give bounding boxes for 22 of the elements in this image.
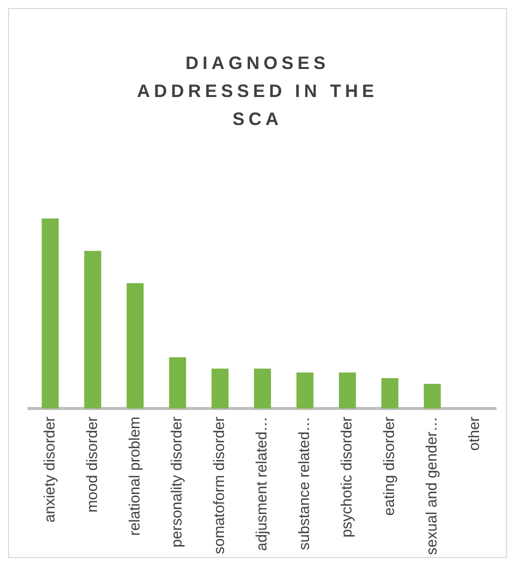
x-tick-label: eating disorder <box>381 416 398 516</box>
x-tick-label: substance related… <box>296 416 314 550</box>
bar <box>381 378 398 409</box>
x-tick-label: relational problem <box>126 416 144 536</box>
bar <box>254 368 271 409</box>
x-tick-label: mood disorder <box>84 416 101 512</box>
x-tick-label: other <box>466 416 483 451</box>
x-tick-label: adjusment related… <box>254 416 271 551</box>
bar <box>169 357 186 409</box>
x-tick-label: sexual and gender… <box>423 416 440 556</box>
bar <box>212 368 229 409</box>
bar <box>424 384 441 409</box>
x-tick-label: anxiety disorder <box>41 416 58 522</box>
chart-title: DIAGNOSES ADDRESSED IN THE SCA <box>136 52 380 131</box>
bar <box>126 283 144 409</box>
bar <box>84 250 102 409</box>
bar <box>296 372 314 409</box>
x-tick-label: personality disorder <box>168 416 186 548</box>
bar <box>338 372 356 409</box>
bar <box>42 218 59 409</box>
x-tick-label: psychotic disorder <box>338 416 356 538</box>
x-tick-label: somatoform disorder <box>211 416 228 554</box>
